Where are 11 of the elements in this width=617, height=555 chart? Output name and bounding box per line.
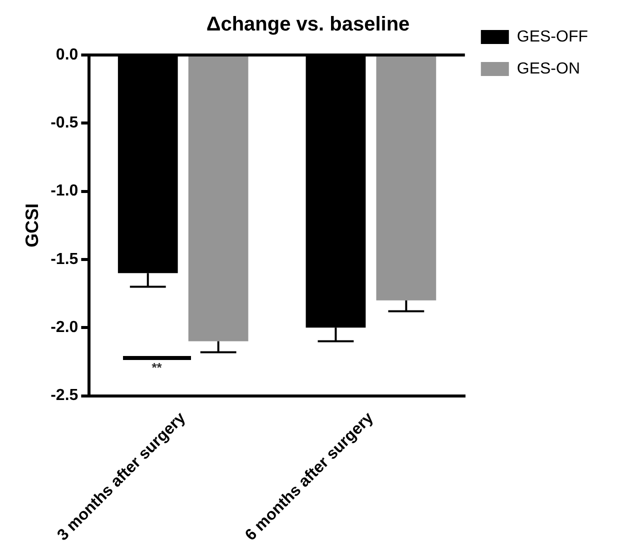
y-axis-title: GCSI (22, 203, 42, 248)
y-tick-label: -2.0 (50, 319, 78, 336)
chart-title: Δchange vs. baseline (206, 14, 410, 36)
y-tick-label: -2.5 (50, 387, 78, 404)
y-tick-label: -0.5 (50, 114, 78, 132)
legend-label: GES-OFF (516, 28, 588, 46)
legend-label: GES-ON (516, 60, 580, 78)
y-tick-label: -1.5 (50, 250, 78, 268)
y-tick-label: 0.0 (56, 46, 78, 64)
annotation: ** (152, 360, 163, 375)
y-tick-label: -1.0 (50, 182, 78, 200)
